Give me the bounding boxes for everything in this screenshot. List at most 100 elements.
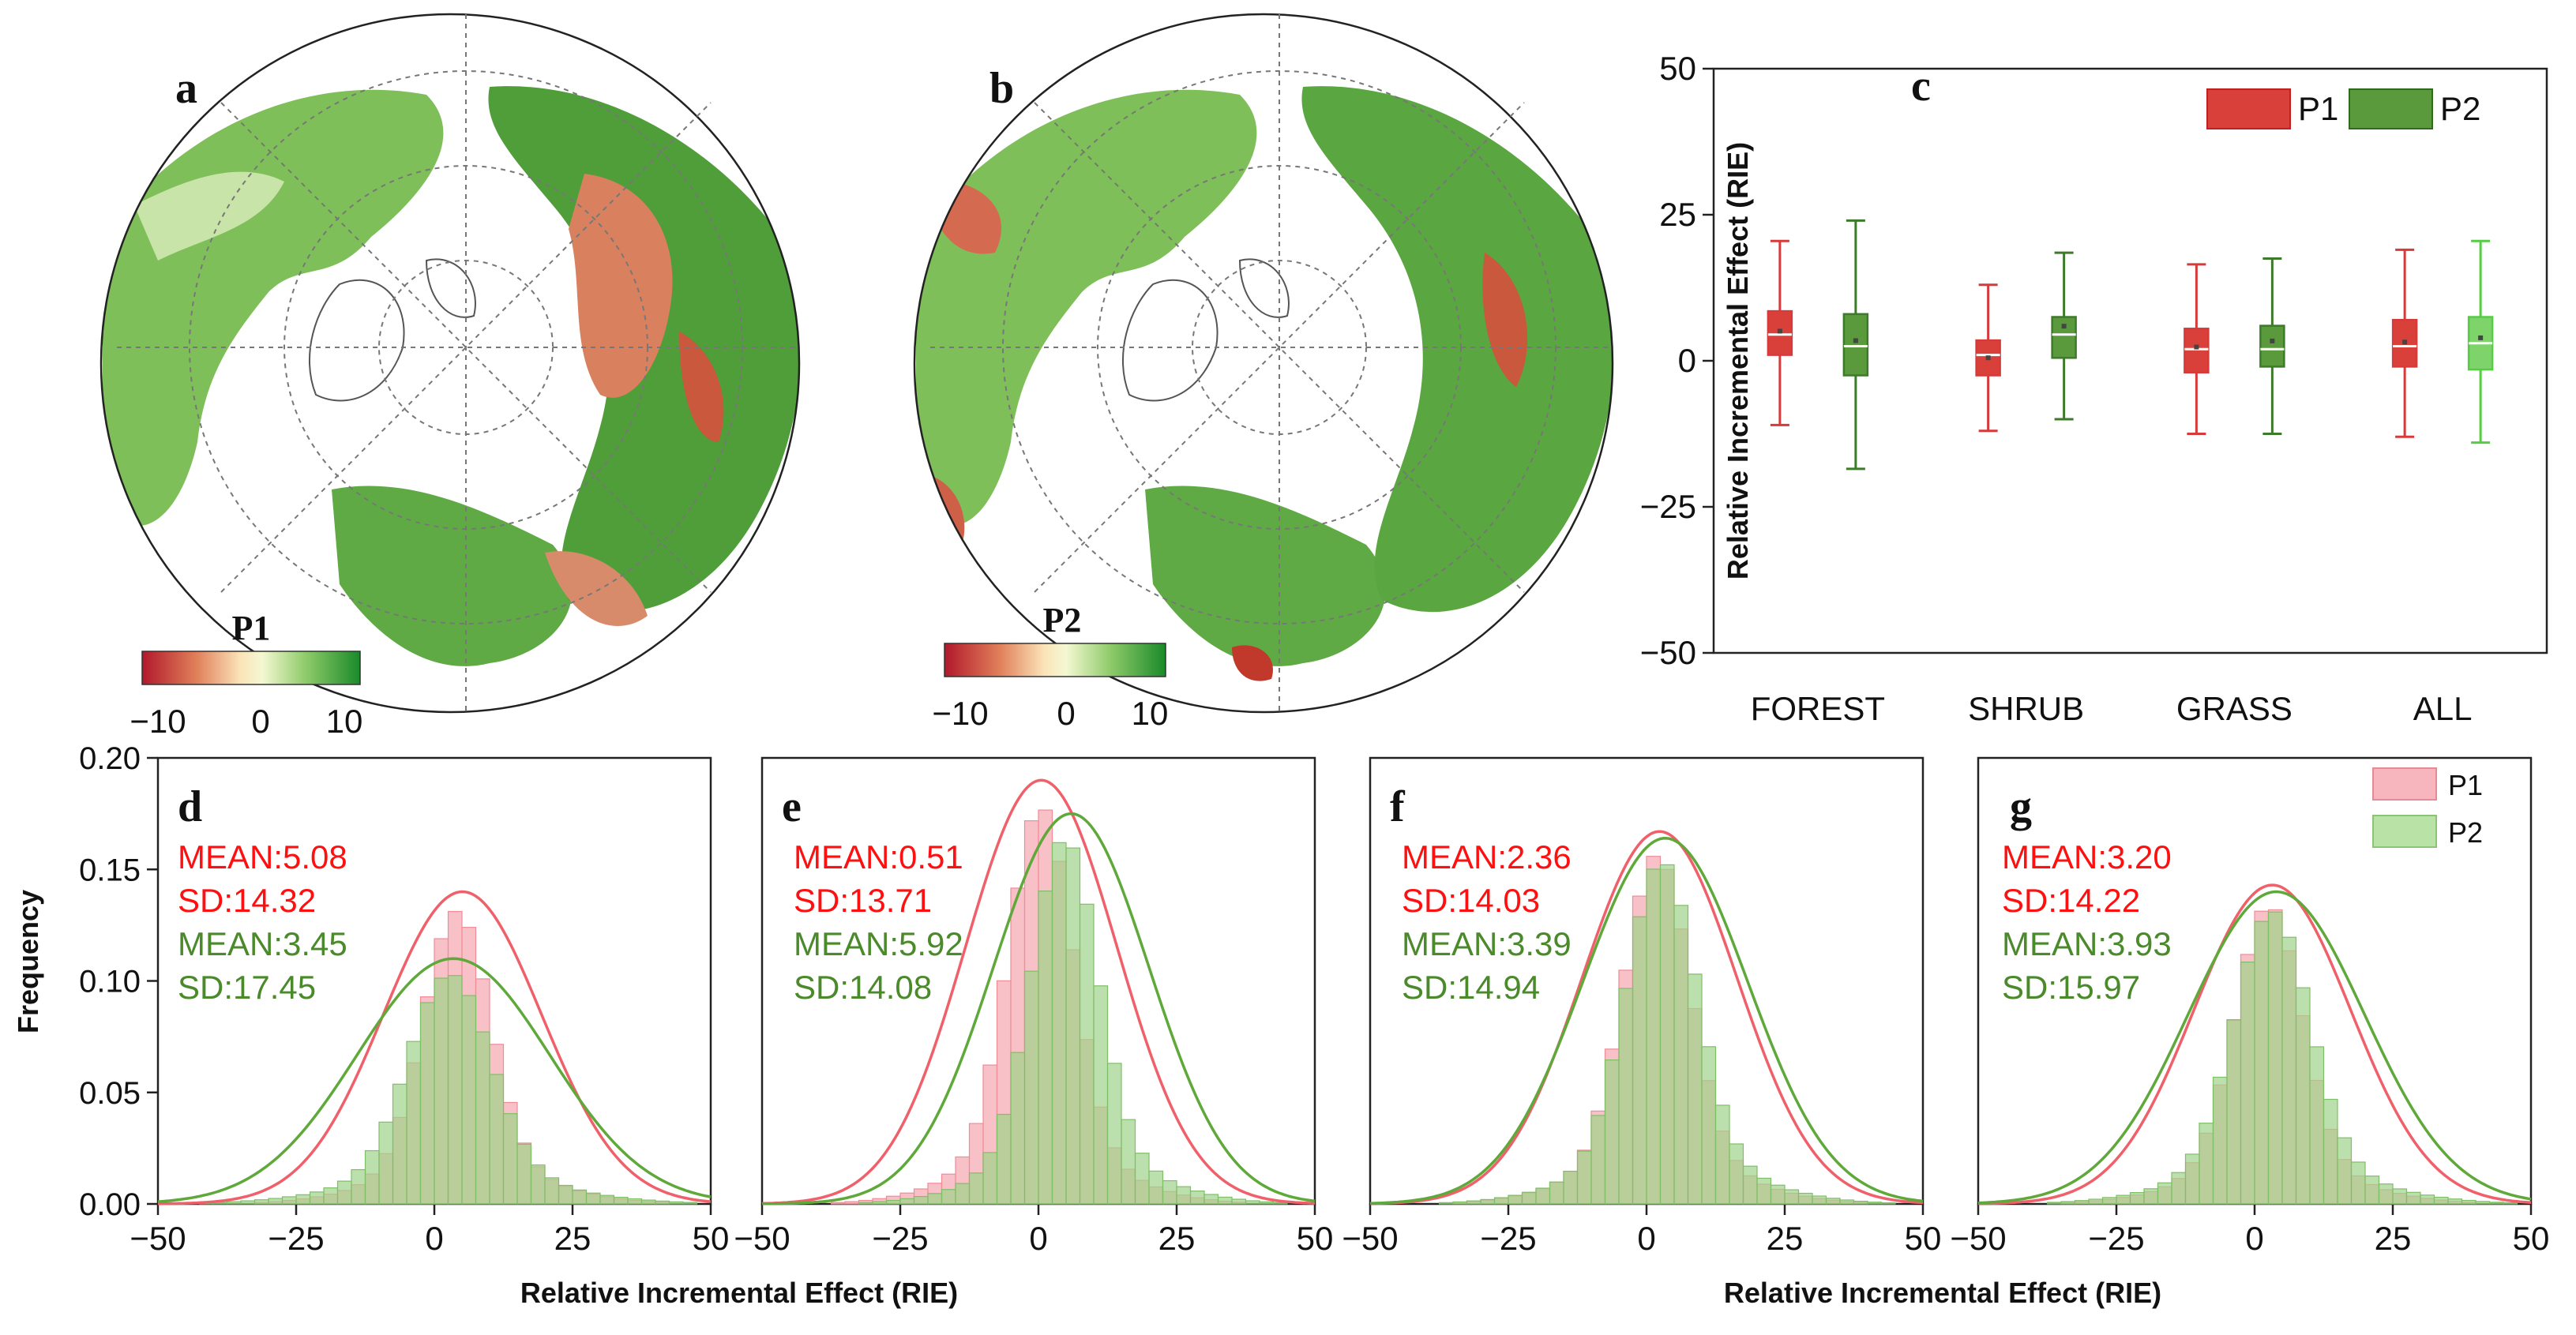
- hist-bar-p2: [1770, 1184, 1786, 1205]
- hist-g-p1-sd: SD:14.22: [2002, 882, 2140, 919]
- hist-bar-p2: [1604, 1059, 1620, 1205]
- hist-e-p1-mean: MEAN:0.51: [794, 838, 963, 876]
- hist-curve-p1: [1978, 883, 2532, 1206]
- arctic-islands: [425, 258, 476, 318]
- hist-bar-p2: [2267, 911, 2283, 1205]
- hist-bar-p2: [899, 1198, 915, 1205]
- hist-bar-p2: [1673, 905, 1689, 1205]
- hist-bar-p2: [1701, 1046, 1717, 1205]
- hist-bar-p2: [627, 1198, 643, 1205]
- hist-bar-p2: [489, 1074, 505, 1205]
- hist-bar-p2: [2475, 1201, 2491, 1205]
- boxplot-x-label: GRASS: [2176, 690, 2292, 727]
- boxplot-y-tick-label: 50: [1659, 50, 1696, 87]
- europe-red-zone: [1232, 645, 1273, 681]
- hist-bar-p2: [2350, 1161, 2366, 1205]
- hist-bar-p2: [2143, 1188, 2159, 1205]
- hist-bar-p2: [1618, 988, 1634, 1205]
- hist-bar-p2: [1038, 891, 1053, 1205]
- greenland: [309, 279, 405, 402]
- hist-d-p2-mean: MEAN:3.45: [178, 925, 347, 962]
- hist-bar-p2: [1217, 1196, 1233, 1205]
- hist-x-tick-label: −50: [1950, 1220, 2006, 1257]
- hist-bar-p2: [253, 1199, 269, 1205]
- hist-bar-p2: [2295, 987, 2311, 1205]
- panel-label-c: c: [1911, 62, 1931, 111]
- hist-g-p2-sd: SD:15.97: [2002, 969, 2140, 1006]
- box-p2: [2259, 324, 2285, 368]
- hist-bar-p2: [885, 1199, 901, 1205]
- hist-bar-p2: [941, 1189, 956, 1205]
- hist-e-p2-mean: MEAN:5.92: [794, 925, 963, 962]
- hist-bar-p2: [1880, 1202, 1896, 1205]
- hist-bar-p2: [406, 1041, 422, 1205]
- hist-bar-p2: [1245, 1200, 1260, 1205]
- hist-x-tick-label: −25: [872, 1220, 928, 1257]
- hist-bar-p2: [351, 1168, 366, 1205]
- hist-x-tick-label: 50: [1297, 1220, 1334, 1257]
- hist-bar-p2: [872, 1201, 888, 1205]
- hist-bar-p2: [309, 1191, 325, 1205]
- hist-bar-p2: [2212, 1076, 2228, 1205]
- box-mean-marker: [2478, 335, 2484, 340]
- colorbar-a-title: P1: [232, 609, 271, 647]
- map-a-graticule: [117, 14, 799, 712]
- hist-x-tick-label: 50: [693, 1220, 730, 1257]
- legend-p1-swatch: [2206, 88, 2291, 129]
- hist-y-tick-label: 0.00: [79, 1187, 141, 1222]
- hist-bar-p2: [1065, 847, 1081, 1205]
- hist-x-tick-label: 25: [1767, 1220, 1804, 1257]
- map-a-boundary: [100, 13, 801, 714]
- colorbar-b-tick-mid: 0: [1057, 695, 1075, 732]
- panel-label-g: g: [2010, 782, 2032, 831]
- hist-bar-p2: [2488, 1202, 2504, 1205]
- boxplot-x-label: FOREST: [1751, 690, 1885, 727]
- box-mean-marker: [2270, 338, 2275, 343]
- hist-bar-p2: [378, 1121, 394, 1205]
- box-mean-marker: [1777, 328, 1782, 334]
- hist-bar-p2: [2392, 1188, 2408, 1205]
- hist-bar-p2: [392, 1083, 407, 1205]
- europe-land: [1145, 486, 1386, 666]
- hist-x-tick-label: −25: [2088, 1220, 2144, 1257]
- hist-bar-p2: [1729, 1143, 1744, 1205]
- hist-bar-p2: [1646, 868, 1662, 1205]
- hist-bar-p2: [2337, 1137, 2353, 1205]
- hist-d-p1-mean: MEAN:5.08: [178, 838, 347, 876]
- hist-bars: [1438, 856, 1896, 1205]
- hist-bar-p2: [613, 1196, 629, 1205]
- hist-g-p2-mean: MEAN:3.93: [2002, 925, 2172, 962]
- hist-x-tick-label: 0: [2245, 1220, 2263, 1257]
- hist-bars: [830, 809, 1288, 1205]
- hist-bar-p2: [2116, 1194, 2131, 1205]
- hist-bar-p2: [1549, 1181, 1564, 1205]
- hist-bar-p2: [2461, 1199, 2476, 1205]
- hist-y-ticks: 0.00 0.05 0.10 0.15 0.20: [79, 741, 158, 1222]
- hist-bar-p2: [530, 1164, 546, 1205]
- hist-bar-p2: [858, 1202, 873, 1205]
- hist-legend-p2-swatch: [2372, 815, 2437, 848]
- hist-bar-p2: [2254, 921, 2270, 1205]
- hist-bar-p2: [1812, 1195, 1827, 1205]
- map-b-land: [916, 86, 1613, 681]
- hist-bar-p2: [2101, 1197, 2117, 1205]
- colorbar-b: [944, 643, 1166, 677]
- hist-bar-p2: [982, 1152, 998, 1205]
- box-mean-marker: [1985, 355, 1991, 361]
- hist-bar-p2: [668, 1201, 684, 1205]
- hist-bar-p2: [996, 1113, 1012, 1205]
- histogram-panel-d: d MEAN:5.08 SD:14.32 MEAN:3.45 SD:17.45 …: [130, 756, 730, 1257]
- box-mean-marker: [2194, 344, 2199, 350]
- hist-bar-p2: [544, 1177, 560, 1205]
- hist-bar-p2: [1756, 1177, 1772, 1205]
- hist-bar-p2: [281, 1196, 297, 1205]
- hist-curve-p1: [761, 778, 1316, 1206]
- boxplot-x-label: SHRUB: [1968, 690, 2084, 727]
- box-mean-marker: [2402, 339, 2408, 345]
- europe-land: [332, 486, 573, 666]
- hist-bar-p2: [336, 1180, 352, 1205]
- hist-bar-p2: [2364, 1176, 2380, 1205]
- hist-x-tick-label: −25: [1480, 1220, 1536, 1257]
- hist-d-p2-sd: SD:17.45: [178, 969, 316, 1006]
- hist-bar-p2: [1272, 1202, 1288, 1205]
